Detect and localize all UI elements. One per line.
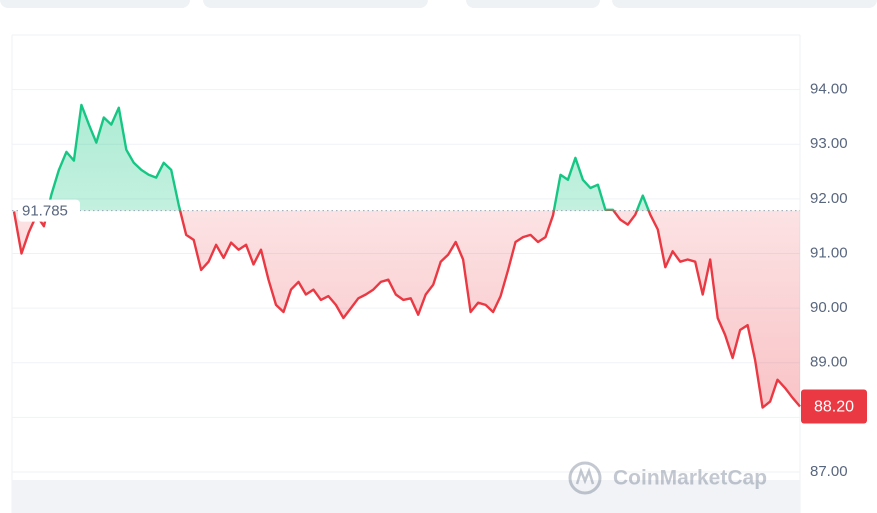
tab[interactable] — [203, 0, 428, 8]
reference-label-bg — [18, 199, 80, 222]
last-price-label: 88.20 — [814, 399, 854, 416]
reference-label: 91.785 — [22, 203, 68, 220]
y-tick-label: 87.00 — [810, 463, 848, 480]
y-tick-label: 94.00 — [810, 81, 848, 98]
watermark-text: CoinMarketCap — [613, 467, 767, 490]
y-tick-label: 89.00 — [810, 354, 848, 371]
y-tick-label: 90.00 — [810, 299, 848, 316]
tab[interactable] — [0, 0, 190, 8]
volume-band — [12, 480, 800, 513]
y-tick-label: 92.00 — [810, 190, 848, 207]
area-down — [14, 210, 800, 408]
watermark-logo — [568, 461, 602, 495]
watermark: CoinMarketCap — [568, 461, 767, 495]
tab[interactable] — [612, 0, 877, 8]
price-line — [12, 103, 801, 409]
watermark-logo — [575, 467, 595, 485]
y-tick-label: 93.00 — [810, 135, 848, 152]
y-tick-label: 91.00 — [810, 244, 848, 261]
area-up — [47, 104, 649, 211]
last-price-bg — [801, 389, 867, 424]
tab[interactable] — [466, 0, 600, 8]
